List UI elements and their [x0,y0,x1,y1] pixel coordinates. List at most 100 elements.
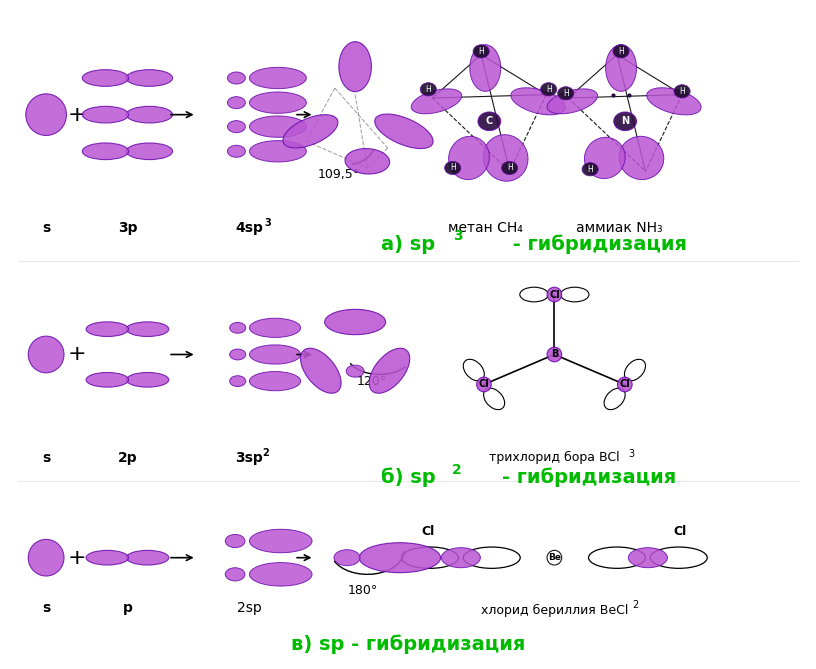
Ellipse shape [359,543,441,573]
Ellipse shape [82,70,129,86]
Ellipse shape [547,347,561,362]
Ellipse shape [325,309,386,334]
Ellipse shape [300,348,341,393]
Ellipse shape [369,348,410,393]
Text: +: + [68,104,86,124]
Ellipse shape [250,116,306,137]
Text: - гибридизация: - гибридизация [502,468,676,487]
Text: 120°: 120° [357,375,387,387]
Ellipse shape [126,551,169,565]
Ellipse shape [557,87,574,100]
Text: в) sp - гибридизация: в) sp - гибридизация [290,634,526,654]
Text: H: H [507,163,512,173]
Ellipse shape [29,539,64,576]
Text: +: + [68,345,86,365]
Ellipse shape [502,161,518,175]
Ellipse shape [229,322,246,333]
Ellipse shape [250,345,300,364]
Ellipse shape [126,143,172,160]
Ellipse shape [584,137,625,179]
Text: 2: 2 [262,448,269,458]
Ellipse shape [339,41,371,92]
Ellipse shape [674,85,690,98]
Text: Cl: Cl [478,379,490,389]
Text: H: H [425,85,431,94]
Ellipse shape [346,365,364,377]
Text: p: p [122,601,132,615]
Ellipse shape [375,114,433,149]
Ellipse shape [540,83,557,96]
Text: - гибридизация: - гибридизация [506,235,686,254]
Text: H: H [588,165,593,174]
Text: Cl: Cl [549,290,560,300]
Text: 180°: 180° [348,585,379,597]
Ellipse shape [228,120,246,132]
Ellipse shape [225,535,245,548]
Text: 2sp: 2sp [237,601,262,615]
Ellipse shape [334,550,360,566]
Text: +: + [68,548,86,568]
Ellipse shape [228,145,246,157]
Ellipse shape [86,551,129,565]
Text: 3: 3 [628,449,635,459]
Text: s: s [42,601,51,615]
Ellipse shape [483,134,528,181]
Ellipse shape [229,349,246,360]
Text: 2: 2 [632,599,639,609]
Ellipse shape [628,548,667,568]
Text: Cl: Cl [674,524,687,537]
Ellipse shape [477,377,491,392]
Ellipse shape [250,529,312,553]
Text: H: H [619,47,624,56]
Ellipse shape [441,548,481,568]
Text: 2p: 2p [118,451,137,465]
Ellipse shape [228,72,246,84]
Text: s: s [42,451,51,465]
Text: B: B [551,349,558,359]
Ellipse shape [478,112,501,130]
Text: хлорид бериллия BeCl: хлорид бериллия BeCl [481,604,628,617]
Text: H: H [679,87,685,96]
Ellipse shape [250,92,306,113]
Ellipse shape [614,112,636,130]
Ellipse shape [547,89,597,114]
Text: 3: 3 [454,229,463,244]
Ellipse shape [613,45,629,58]
Ellipse shape [250,318,300,337]
Ellipse shape [582,163,598,176]
Ellipse shape [126,70,172,86]
Ellipse shape [225,568,245,581]
Ellipse shape [82,143,129,160]
Text: 109,5°: 109,5° [317,168,360,181]
Ellipse shape [82,106,129,123]
Ellipse shape [618,377,632,392]
Text: метан CH₄: метан CH₄ [448,221,523,235]
Ellipse shape [605,45,636,92]
Ellipse shape [619,136,663,179]
Text: а) sp: а) sp [381,235,435,254]
Ellipse shape [26,94,66,135]
Text: H: H [450,163,455,173]
Text: C: C [486,116,493,126]
Ellipse shape [283,114,338,148]
Text: 4sp: 4sp [236,221,264,235]
Text: Be: Be [548,553,561,562]
Ellipse shape [345,149,390,174]
Text: Cl: Cl [619,379,630,389]
Ellipse shape [126,322,169,337]
Ellipse shape [547,551,561,565]
Ellipse shape [445,161,461,175]
Text: Cl: Cl [422,524,435,537]
Ellipse shape [511,88,565,115]
Ellipse shape [250,563,312,586]
Ellipse shape [126,106,172,123]
Ellipse shape [86,373,129,387]
Ellipse shape [228,96,246,108]
Ellipse shape [250,68,306,89]
Ellipse shape [126,373,169,387]
Ellipse shape [29,336,64,373]
Ellipse shape [250,371,300,391]
Ellipse shape [547,287,561,302]
Text: s: s [42,221,51,235]
Ellipse shape [473,45,490,58]
